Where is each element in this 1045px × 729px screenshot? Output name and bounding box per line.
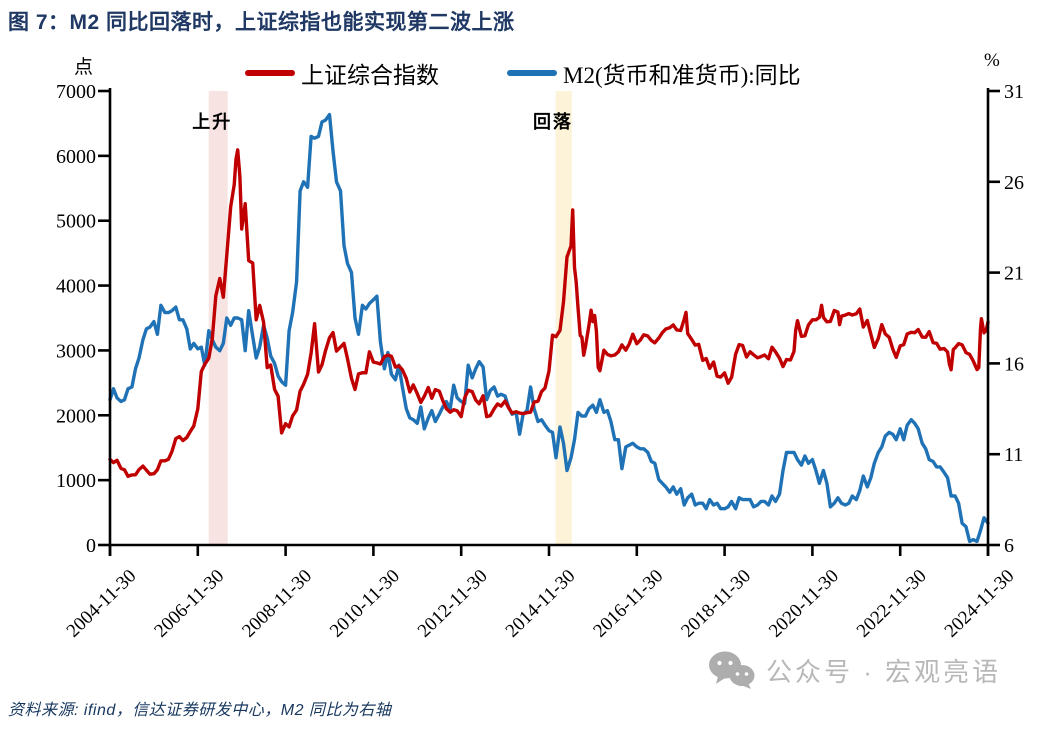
right-tick-label: 6 (1004, 535, 1014, 557)
annotation-label: 回落 (533, 112, 573, 132)
right-axis-unit-label: % (984, 50, 1000, 71)
x-tick-label: 2010-11-30 (326, 565, 404, 641)
wechat-icon (709, 651, 755, 689)
x-tick-label: 2018-11-30 (677, 565, 755, 641)
sse-legend-label: 上证综合指数 (301, 63, 439, 88)
series-lines (108, 112, 990, 544)
x-tick-label: 2022-11-30 (853, 565, 931, 641)
x-tick-label: 2004-11-30 (63, 565, 141, 641)
x-axis-ticks: 2004-11-30 2006-11-30 2008-11-30 2010-11-30… (63, 545, 1019, 642)
x-tick-label: 2014-11-30 (502, 565, 580, 641)
annotations: 上升 回落 (192, 112, 573, 132)
left-tick-label: 5000 (56, 211, 96, 233)
left-axis-unit-label: 点 (74, 57, 94, 78)
right-axis-ticks: 6 11 16 21 26 31 (988, 81, 1024, 557)
figure-title: 图 7：M2 同比回落时，上证综指也能实现第二波上涨 (8, 11, 515, 34)
watermark: 公众号 · 宏观亮语 (708, 650, 1001, 690)
right-tick-label: 16 (1004, 353, 1024, 375)
left-tick-label: 1000 (56, 470, 96, 492)
left-tick-label: 0 (86, 535, 96, 557)
chart-legend: 上证综合指数 M2(货币和准货币):同比 (245, 56, 801, 90)
legend-item-sse: 上证综合指数 (245, 56, 439, 90)
right-tick-label: 21 (1004, 263, 1024, 285)
x-tick-label: 2006-11-30 (150, 565, 228, 641)
event-band (208, 91, 228, 545)
legend-item-m2: M2(货币和准货币):同比 (507, 56, 801, 90)
left-tick-label: 7000 (56, 81, 96, 103)
sse-line-marker (245, 70, 295, 76)
event-bands (208, 91, 572, 545)
m2-yoy-line (108, 112, 990, 544)
event-band (555, 91, 572, 545)
left-axis-ticks: 0 1000 2000 3000 4000 5000 6000 7000 (56, 81, 110, 557)
right-tick-label: 31 (1004, 81, 1024, 103)
x-tick-label: 2008-11-30 (238, 565, 316, 641)
watermark-text: 公众号 · 宏观亮语 (766, 656, 1002, 687)
x-tick-label: 2020-11-30 (765, 565, 843, 641)
left-tick-label: 2000 (56, 405, 96, 427)
left-tick-label: 3000 (56, 340, 96, 362)
right-tick-label: 11 (1004, 444, 1023, 466)
sse-composite-line (108, 148, 990, 478)
left-tick-label: 6000 (56, 146, 96, 168)
left-tick-label: 4000 (56, 276, 96, 298)
m2-legend-label: M2(货币和准货币):同比 (563, 63, 801, 88)
m2-line-marker (507, 70, 557, 76)
x-tick-label: 2024-11-30 (941, 565, 1019, 641)
source-note: 资料来源: ifind，信达证券研发中心，M2 同比为右轴 (8, 702, 392, 719)
x-tick-label: 2016-11-30 (589, 565, 667, 641)
annotation-label: 上升 (192, 112, 232, 132)
x-tick-label: 2012-11-30 (414, 565, 492, 641)
right-tick-label: 26 (1004, 172, 1024, 194)
